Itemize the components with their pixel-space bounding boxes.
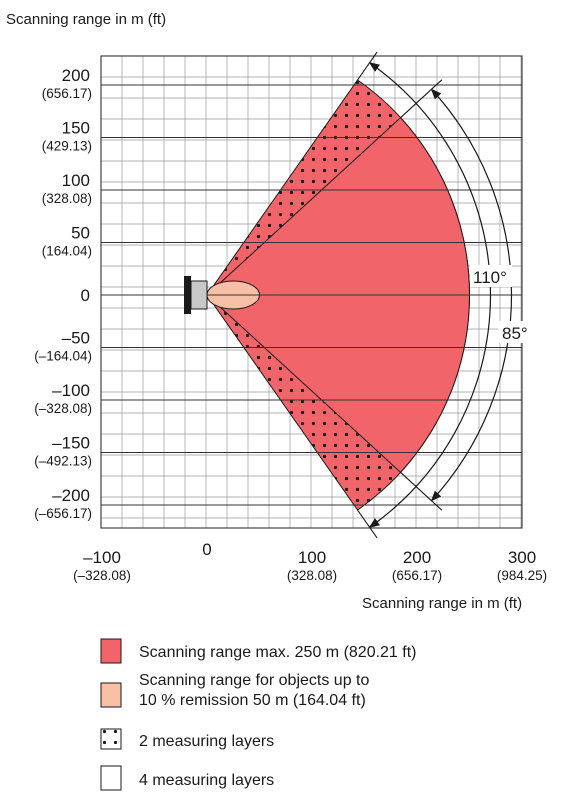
x-tick-label-ft: (–328.08) <box>73 568 131 583</box>
sector-boundary-tick <box>357 509 378 539</box>
x-tick-label-m: –100 <box>83 548 121 567</box>
y-axis-tick-labels: 200(656.17) 150(429.13) 100(328.08) 50(164.… <box>34 66 92 521</box>
legend-label-low-remission-line1: Scanning range for objects up to <box>139 672 369 689</box>
inner-angle-arc <box>430 88 513 502</box>
legend-swatch-low-remission <box>100 682 122 708</box>
y-tick-label-m: –150 <box>52 434 90 453</box>
y-tick-label-ft: (328.08) <box>42 191 92 206</box>
inner-angle-label-bg <box>498 321 538 343</box>
outer-angle-label: 110° <box>473 268 507 287</box>
sector-boundary-tick <box>400 471 443 511</box>
outer-angle-arc <box>368 62 492 528</box>
legend: Scanning range max. 250 m (820.21 ft) Sc… <box>100 638 417 791</box>
inner-angle-label: 85° <box>502 324 528 343</box>
y-tick-label-ft: (–656.17) <box>34 506 92 521</box>
grid-major-lines <box>100 55 523 529</box>
x-tick-label-ft: (656.17) <box>392 568 442 583</box>
x-tick-label-m: 100 <box>298 548 326 567</box>
y-tick-label-ft: (–328.08) <box>34 401 92 416</box>
y-tick-label-ft: (656.17) <box>42 86 92 101</box>
y-tick-label-m: 50 <box>71 224 90 243</box>
y-axis-title: Scanning range in m (ft) <box>6 11 166 28</box>
y-tick-label-m: –200 <box>52 486 90 505</box>
legend-label-two-layers: 2 measuring layers <box>139 733 274 750</box>
sector-boundary-tick <box>400 79 443 119</box>
x-axis-title: Scanning range in m (ft) <box>362 595 522 612</box>
y-tick-label-ft: (–492.13) <box>34 454 92 469</box>
legend-label-low-remission-line2: 10 % remission 50 m (164.04 ft) <box>139 692 366 709</box>
x-tick-label-m: 300 <box>508 548 536 567</box>
y-tick-label-m: 100 <box>62 171 90 190</box>
y-tick-label-ft: (–164.04) <box>34 349 92 364</box>
y-tick-label-ft: (429.13) <box>42 139 92 154</box>
angle-indicators: 110° 85° <box>357 51 538 539</box>
y-tick-label-ft: (164.04) <box>42 244 92 259</box>
grid-frame <box>100 55 523 529</box>
y-tick-label-m: –100 <box>52 381 90 400</box>
legend-label-max-range: Scanning range max. 250 m (820.21 ft) <box>139 644 417 661</box>
y-tick-label-m: –50 <box>62 329 90 348</box>
y-tick-label-m: 200 <box>62 66 90 85</box>
boundary-ticks <box>357 51 443 539</box>
outer-angle-label-bg <box>470 265 512 287</box>
legend-swatch-max-range <box>100 638 122 664</box>
x-axis-tick-labels: –100(–328.08) 0 100(328.08) 200(656.17) 300(… <box>73 540 547 583</box>
legend-swatch-two-layers-dots <box>101 729 121 749</box>
x-tick-label-ft: (984.25) <box>497 568 547 583</box>
sector-boundary-tick <box>357 51 378 81</box>
x-tick-label-m: 200 <box>403 548 431 567</box>
y-tick-label-m: 150 <box>62 119 90 138</box>
x-tick-label-ft: (328.08) <box>287 568 337 583</box>
legend-label-four-layers: 4 measuring layers <box>139 772 274 789</box>
y-tick-label-m: 0 <box>81 286 90 305</box>
scanner-device-icon <box>184 276 208 314</box>
legend-swatch-four-layers <box>100 765 122 791</box>
x-tick-label-m: 0 <box>202 540 211 559</box>
